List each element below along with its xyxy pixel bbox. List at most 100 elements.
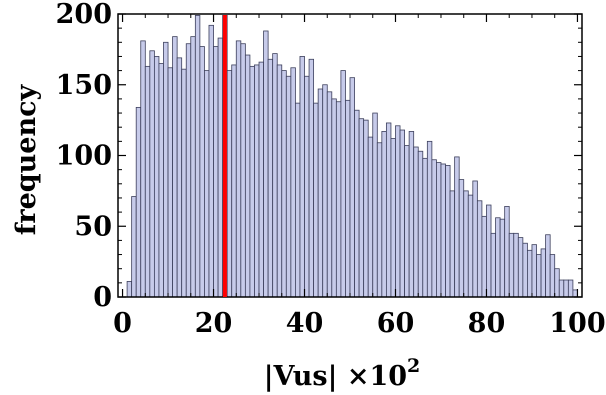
y-ticks: 0 50 100 150 200 bbox=[56, 0, 582, 313]
histogram-bar bbox=[367, 136, 374, 298]
histogram-bar bbox=[167, 67, 173, 298]
histogram-bar bbox=[235, 40, 242, 298]
histogram-bar bbox=[345, 99, 351, 298]
histogram-bar bbox=[181, 68, 187, 298]
histogram-bar bbox=[504, 206, 510, 298]
histogram-bar bbox=[481, 215, 487, 298]
histogram-bar bbox=[176, 57, 183, 298]
histogram-bar bbox=[390, 138, 396, 298]
histogram-bar bbox=[304, 75, 310, 298]
histogram-bar bbox=[322, 84, 328, 298]
histogram-bar bbox=[422, 157, 428, 298]
histogram-bar bbox=[490, 232, 496, 298]
histogram-bar bbox=[536, 254, 542, 298]
histogram-bar bbox=[531, 244, 537, 298]
histogram-bar bbox=[499, 218, 506, 298]
histogram-bar bbox=[258, 61, 264, 298]
histogram-bar bbox=[204, 70, 210, 298]
x-tick-label: 80 bbox=[468, 308, 506, 339]
histogram-bar bbox=[249, 65, 255, 298]
histogram-bar bbox=[440, 163, 446, 298]
histogram-bar bbox=[126, 281, 133, 298]
histogram-bar bbox=[149, 50, 155, 298]
histogram-bar bbox=[267, 58, 274, 298]
histogram-bar bbox=[153, 56, 160, 298]
histogram-bar bbox=[331, 98, 337, 298]
histogram-bar bbox=[299, 56, 305, 298]
histogram-bar bbox=[567, 279, 574, 298]
histogram-bar bbox=[217, 37, 224, 298]
x-tick-label: 0 bbox=[113, 308, 132, 339]
histogram-bar bbox=[527, 249, 533, 298]
histogram-bar bbox=[285, 75, 292, 298]
histogram-bar bbox=[549, 254, 556, 298]
histogram-bar bbox=[467, 194, 474, 298]
histogram-bar bbox=[399, 129, 405, 298]
histogram-bar bbox=[558, 279, 565, 298]
x-tick-label: 60 bbox=[377, 308, 415, 339]
histogram-bar bbox=[317, 88, 324, 298]
histogram-bar bbox=[522, 242, 528, 298]
histogram-bar bbox=[372, 112, 378, 298]
histogram-bar bbox=[449, 190, 456, 298]
histogram-bar bbox=[381, 131, 387, 298]
histogram-bar bbox=[385, 122, 392, 298]
histogram-bar bbox=[354, 109, 360, 298]
histogram-bar bbox=[395, 125, 401, 298]
histogram-bar bbox=[131, 196, 137, 298]
histogram-bar bbox=[190, 36, 196, 298]
x-ticks: 0 20 40 60 80 100 bbox=[113, 14, 606, 339]
histogram-bar bbox=[426, 140, 433, 298]
histogram-bar bbox=[413, 146, 419, 298]
histogram-bar bbox=[194, 15, 201, 298]
y-tick-label: 50 bbox=[74, 211, 112, 242]
histogram-bar bbox=[476, 200, 483, 298]
histogram-bar bbox=[326, 91, 333, 298]
histogram-bar bbox=[495, 217, 501, 298]
histogram-bar bbox=[436, 162, 442, 298]
histogram-bar bbox=[226, 70, 233, 298]
histogram-bar bbox=[185, 43, 192, 298]
histogram-bar bbox=[363, 119, 369, 298]
histogram-bar bbox=[140, 40, 146, 298]
y-tick-label: 100 bbox=[56, 141, 112, 172]
histogram-bar bbox=[445, 165, 451, 298]
histogram-bar bbox=[254, 64, 260, 298]
x-axis-label: |Vus| ×102 bbox=[264, 355, 421, 392]
histogram-bar bbox=[408, 131, 415, 298]
histogram-bar bbox=[144, 65, 151, 298]
histogram-bar bbox=[454, 156, 460, 298]
histogram-bar bbox=[290, 67, 296, 298]
x-tick-label: 40 bbox=[286, 308, 324, 339]
histogram-bar bbox=[554, 268, 560, 298]
histogram-bar bbox=[472, 180, 478, 298]
histogram-bar bbox=[313, 102, 319, 298]
y-tick-label: 200 bbox=[56, 0, 112, 30]
histogram-bar bbox=[213, 46, 219, 298]
histogram-bar bbox=[308, 58, 315, 298]
y-tick-label: 0 bbox=[93, 282, 112, 313]
histogram-bar bbox=[135, 106, 142, 298]
histogram-bar bbox=[335, 101, 342, 298]
histogram-bar bbox=[431, 159, 437, 298]
histogram-bar bbox=[540, 248, 547, 298]
bars-group bbox=[126, 15, 578, 298]
histogram-bar bbox=[340, 70, 346, 298]
histogram-bar bbox=[231, 64, 237, 298]
histogram-bar bbox=[163, 41, 169, 298]
histogram-bar bbox=[240, 43, 246, 298]
histogram-bar bbox=[295, 102, 301, 298]
y-tick-label: 150 bbox=[56, 70, 112, 101]
histogram-bar bbox=[458, 179, 465, 298]
histogram-bar bbox=[545, 234, 551, 298]
histogram-bar bbox=[404, 145, 410, 298]
histogram-bar bbox=[199, 46, 205, 298]
y-axis-label: frequency bbox=[11, 83, 42, 235]
histogram-bar bbox=[263, 30, 269, 298]
histogram-bar bbox=[463, 190, 469, 298]
histogram-bar bbox=[281, 70, 287, 298]
histogram-bar bbox=[272, 53, 278, 298]
histogram-bar bbox=[417, 150, 424, 298]
histogram-bar bbox=[276, 64, 283, 298]
